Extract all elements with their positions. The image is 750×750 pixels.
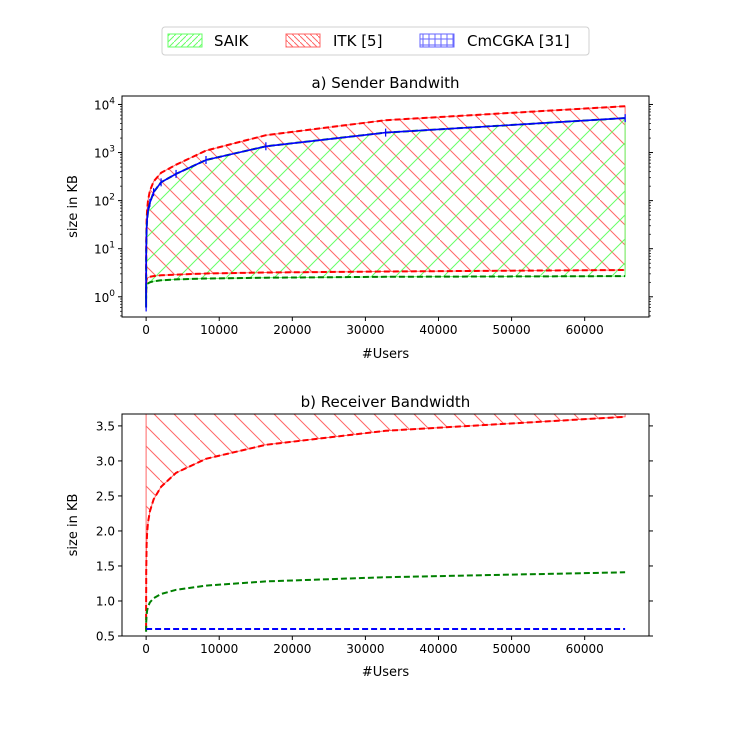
- chart-title-sender: a) Sender Bandwith: [311, 74, 459, 92]
- series-line-1: [145, 275, 626, 302]
- x-tick-label: 0: [142, 323, 150, 337]
- legend-entry-saik: SAIK: [167, 32, 249, 50]
- x-tick-label: 0: [142, 642, 150, 656]
- y-tick-label: 3.5: [96, 419, 115, 433]
- y-tick-label: 1.5: [96, 559, 115, 573]
- x-tick-label: 30000: [346, 323, 384, 337]
- legend-swatch-cmcgka: [419, 33, 455, 48]
- y-tick-label: 2.0: [96, 524, 115, 538]
- legend-entry-itk: ITK [5]: [285, 32, 382, 50]
- legend: SAIK ITK [5] CmCGKA [31]: [161, 26, 590, 56]
- y-tick-label: 102: [94, 193, 115, 209]
- receiver-bandwidth-chart: b) Receiver Bandwidth 0 10000 20000 30000 40…: [66, 393, 653, 680]
- y-axis-label-receiver: size in KB: [66, 494, 81, 557]
- y-tick-label: 1.0: [96, 594, 115, 608]
- y-tick-label: 0.5: [96, 630, 115, 644]
- x-tick-label: 10000: [200, 323, 238, 337]
- y-tick-label: 103: [94, 145, 115, 161]
- series-line-0: [145, 415, 626, 629]
- axes-frame-receiver: [121, 413, 650, 637]
- axis-ticks-receiver: 0 10000 20000 30000 40000 50000 60000 0.5 1.0 1.5…: [96, 419, 653, 656]
- plot-area-receiver: [145, 414, 626, 632]
- hatched-region-0: [145, 414, 626, 629]
- x-tick-label: 50000: [492, 642, 530, 656]
- y-tick-label: 100: [94, 289, 115, 305]
- x-tick-label: 20000: [273, 323, 311, 337]
- x-tick-label: 60000: [566, 323, 604, 337]
- x-axis-label-receiver: #Users: [362, 665, 410, 680]
- x-tick-label: 50000: [492, 323, 530, 337]
- plot-area-sender: [145, 105, 626, 312]
- legend-label-itk: ITK [5]: [333, 32, 382, 50]
- x-tick-label: 10000: [200, 642, 238, 656]
- axes-frame-sender: [121, 95, 650, 318]
- legend-label-saik: SAIK: [214, 32, 249, 50]
- chart-title-receiver: b) Receiver Bandwidth: [301, 393, 471, 411]
- legend-swatch-saik: [167, 33, 203, 48]
- y-tick-label: 2.5: [96, 489, 115, 503]
- sender-bandwidth-chart: a) Sender Bandwith 0 10000 20000 30000 40000…: [66, 74, 653, 362]
- y-tick-label: 101: [94, 241, 115, 257]
- x-tick-label: 60000: [566, 642, 604, 656]
- legend-label-cmcgka: CmCGKA [31]: [467, 32, 570, 50]
- legend-entry-cmcgka: CmCGKA [31]: [419, 32, 570, 50]
- series-line-4: [145, 117, 626, 308]
- x-tick-label: 40000: [419, 642, 457, 656]
- axis-ticks-sender: 0 10000 20000 30000 40000 50000 60000 100 101 102…: [94, 96, 653, 337]
- series-line-1: [145, 571, 626, 632]
- y-axis-label-sender: size in KB: [66, 175, 81, 238]
- y-tick-label: 3.0: [96, 454, 115, 468]
- legend-swatch-itk: [285, 33, 321, 48]
- x-tick-label: 40000: [419, 323, 457, 337]
- x-tick-label: 20000: [273, 642, 311, 656]
- y-tick-label: 104: [94, 96, 115, 112]
- x-tick-label: 30000: [346, 642, 384, 656]
- legend-frame: [161, 26, 590, 56]
- x-axis-label-sender: #Users: [362, 347, 410, 362]
